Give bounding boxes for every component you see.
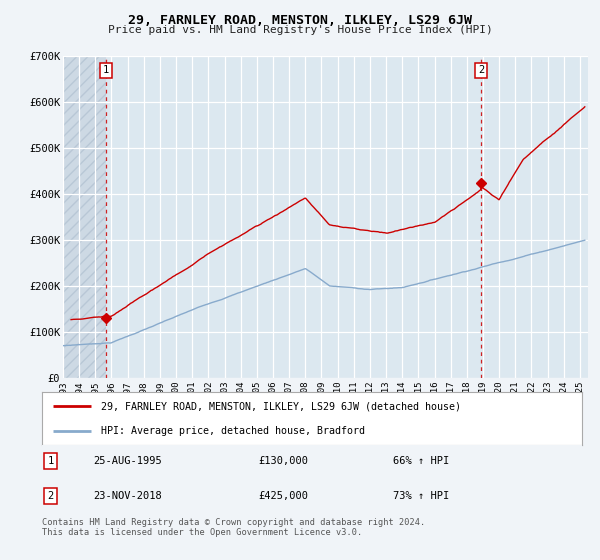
Text: HPI: Average price, detached house, Bradford: HPI: Average price, detached house, Brad…	[101, 426, 365, 436]
Text: 1: 1	[47, 456, 53, 466]
Text: Contains HM Land Registry data © Crown copyright and database right 2024.
This d: Contains HM Land Registry data © Crown c…	[42, 518, 425, 538]
Text: £425,000: £425,000	[258, 491, 308, 501]
Text: 2: 2	[47, 491, 53, 501]
Text: £130,000: £130,000	[258, 456, 308, 466]
Text: 25-AUG-1995: 25-AUG-1995	[94, 456, 162, 466]
Text: 1: 1	[103, 66, 109, 76]
Text: Price paid vs. HM Land Registry's House Price Index (HPI): Price paid vs. HM Land Registry's House …	[107, 25, 493, 35]
Text: 2: 2	[478, 66, 484, 76]
Text: 73% ↑ HPI: 73% ↑ HPI	[393, 491, 449, 501]
Text: 23-NOV-2018: 23-NOV-2018	[94, 491, 162, 501]
Text: 29, FARNLEY ROAD, MENSTON, ILKLEY, LS29 6JW: 29, FARNLEY ROAD, MENSTON, ILKLEY, LS29 …	[128, 14, 472, 27]
Text: 29, FARNLEY ROAD, MENSTON, ILKLEY, LS29 6JW (detached house): 29, FARNLEY ROAD, MENSTON, ILKLEY, LS29 …	[101, 402, 461, 412]
Text: 66% ↑ HPI: 66% ↑ HPI	[393, 456, 449, 466]
